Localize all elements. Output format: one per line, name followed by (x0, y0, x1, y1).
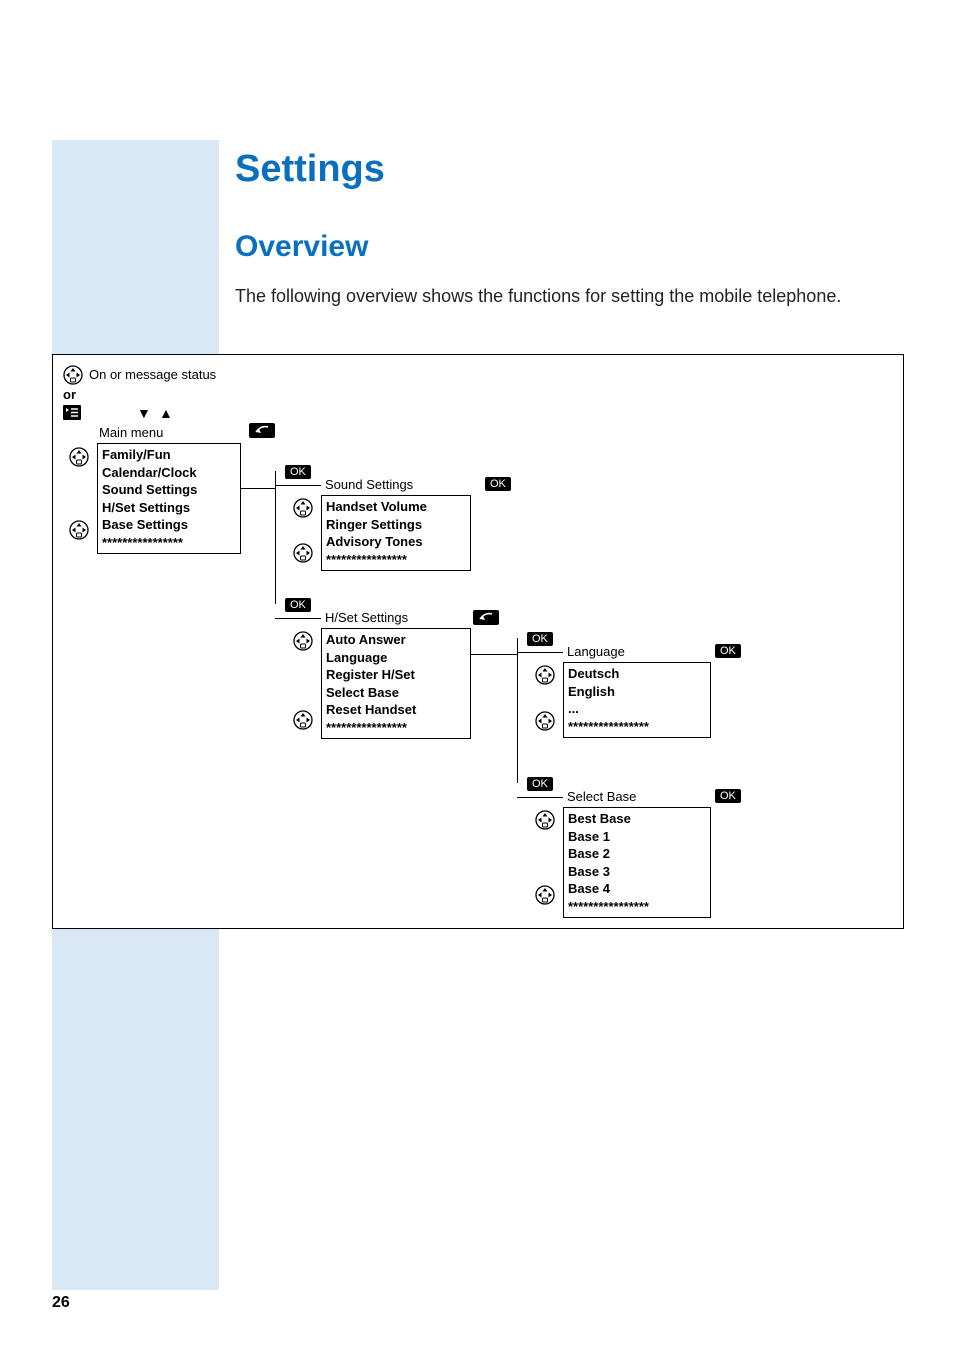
hset-settings-item: Select Base (326, 684, 466, 702)
sound-settings-item: Ringer Settings (326, 516, 466, 534)
sound-settings-item: **************** (326, 551, 466, 569)
language-item: English (568, 683, 706, 701)
hset-settings-box: Auto Answer Language Register H/Set Sele… (321, 628, 471, 739)
select-base-item: Base 2 (568, 845, 706, 863)
menu-bar-icon (63, 405, 81, 420)
nav-circle-icon (63, 365, 83, 385)
nav-circle-icon (293, 631, 313, 651)
select-base-item: Base 1 (568, 828, 706, 846)
sound-settings-label: Sound Settings (325, 477, 413, 492)
main-menu-item: **************** (102, 534, 236, 552)
ok-icon: OK (715, 644, 741, 658)
language-label: Language (567, 644, 625, 659)
hset-settings-item: Language (326, 649, 466, 667)
nav-circle-icon (293, 543, 313, 563)
ok-icon: OK (285, 598, 311, 612)
nav-circle-icon (535, 711, 555, 731)
nav-circle-icon (535, 665, 555, 685)
back-icon (249, 423, 275, 438)
or-label: or (63, 387, 76, 402)
ok-icon: OK (285, 465, 311, 479)
hset-settings-item: Auto Answer (326, 631, 466, 649)
ok-icon: OK (485, 477, 511, 491)
nav-circle-icon (535, 810, 555, 830)
nav-circle-icon (69, 447, 89, 467)
main-menu-label: Main menu (99, 425, 163, 440)
sound-settings-box: Handset Volume Ringer Settings Advisory … (321, 495, 471, 571)
hset-settings-item: Register H/Set (326, 666, 466, 684)
nav-circle-icon (293, 710, 313, 730)
main-menu-item: Calendar/Clock (102, 464, 236, 482)
select-base-item: **************** (568, 898, 706, 916)
sound-settings-item: Handset Volume (326, 498, 466, 516)
main-menu-item: Family/Fun (102, 446, 236, 464)
language-item: Deutsch (568, 665, 706, 683)
ok-icon: OK (715, 789, 741, 803)
down-arrow-icon: ▼ (137, 405, 151, 421)
hset-settings-label: H/Set Settings (325, 610, 408, 625)
ok-icon: OK (527, 777, 553, 791)
language-item: **************** (568, 718, 706, 736)
page-number: 26 (52, 1294, 70, 1312)
select-base-label: Select Base (567, 789, 636, 804)
select-base-item: Base 4 (568, 880, 706, 898)
intro-text: The following overview shows the functio… (235, 284, 875, 308)
main-menu-item: Base Settings (102, 516, 236, 534)
status-label: On or message status (89, 367, 216, 382)
ok-icon: OK (527, 632, 553, 646)
nav-circle-icon (293, 498, 313, 518)
hset-settings-item: **************** (326, 719, 466, 737)
section-heading-overview: Overview (235, 230, 368, 264)
select-base-box: Best Base Base 1 Base 2 Base 3 Base 4 **… (563, 807, 711, 918)
language-item: ... (568, 700, 706, 718)
language-box: Deutsch English ... **************** (563, 662, 711, 738)
main-menu-item: H/Set Settings (102, 499, 236, 517)
main-menu-item: Sound Settings (102, 481, 236, 499)
menu-diagram: On or message status or ▼ ▲ Main menu Fa… (52, 354, 904, 929)
nav-circle-icon (535, 885, 555, 905)
up-arrow-icon: ▲ (159, 405, 173, 421)
page-title: Settings (235, 148, 385, 191)
select-base-item: Best Base (568, 810, 706, 828)
hset-settings-item: Reset Handset (326, 701, 466, 719)
sound-settings-item: Advisory Tones (326, 533, 466, 551)
select-base-item: Base 3 (568, 863, 706, 881)
nav-circle-icon (69, 520, 89, 540)
main-menu-box: Family/Fun Calendar/Clock Sound Settings… (97, 443, 241, 554)
back-icon (473, 610, 499, 625)
